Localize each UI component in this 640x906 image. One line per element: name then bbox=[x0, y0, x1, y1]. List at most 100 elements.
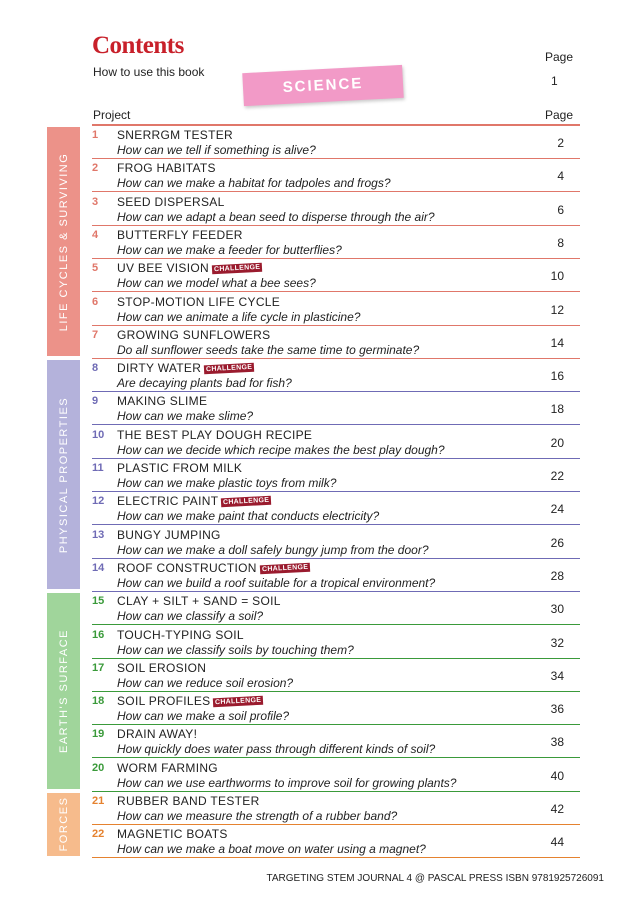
section-label: FORCES bbox=[57, 796, 70, 852]
entry-page: 26 bbox=[550, 535, 564, 550]
entry-title: FROG HABITATS bbox=[117, 161, 216, 175]
entry-page: 42 bbox=[550, 802, 564, 816]
entry-question: Are decaying plants bad for fish? bbox=[117, 376, 292, 391]
entry-row: 15 CLAY + SILT + SAND = SOIL How can we cl… bbox=[92, 592, 580, 626]
entry-page: 28 bbox=[550, 568, 564, 583]
project-header: Project bbox=[93, 108, 131, 122]
entry-page: 40 bbox=[550, 768, 564, 783]
entry-title-text: BUTTERFLY FEEDER bbox=[117, 227, 243, 242]
entry-page: 4 bbox=[557, 169, 564, 184]
section-bar: EARTH'S SURFACE bbox=[47, 593, 80, 789]
entry-question: How can we model what a bee sees? bbox=[117, 276, 316, 291]
entry-title-text: STOP-MOTION LIFE CYCLE bbox=[117, 294, 281, 309]
entry-question: How can we animate a life cycle in plast… bbox=[117, 309, 361, 324]
entry-number: 10 bbox=[92, 428, 105, 441]
entry-page: 6 bbox=[557, 202, 564, 217]
entry-title: PLASTIC FROM MILK bbox=[117, 461, 242, 475]
entry-row: 16 TOUCH-TYPING SOIL How can we classify s… bbox=[92, 626, 580, 659]
entry-page: 38 bbox=[550, 735, 564, 750]
entry-page: 18 bbox=[550, 402, 564, 417]
challenge-badge: CHALLENGE bbox=[221, 495, 272, 508]
entry-number: 11 bbox=[92, 462, 104, 474]
entry-page: 36 bbox=[550, 702, 564, 717]
section-bar: FORCES bbox=[47, 793, 80, 856]
challenge-badge: CHALLENGE bbox=[259, 562, 311, 575]
entry-row: 18 SOIL PROFILES CHALLENGE How can we make … bbox=[92, 692, 580, 726]
entry-row: 12 ELECTRIC PAINT CHALLENGE How can we make… bbox=[92, 492, 580, 526]
entry-title-text: MAGNETIC BOATS bbox=[117, 827, 228, 842]
section-label: LIFE CYCLES & SURVIVING bbox=[57, 152, 70, 331]
entry-question: How can we make slime? bbox=[117, 409, 254, 424]
entry-question: How quickly does water pass through diff… bbox=[117, 742, 436, 757]
entry-number: 9 bbox=[92, 395, 99, 408]
page-header: Page bbox=[545, 108, 574, 122]
entry-title-text: WORM FARMING bbox=[117, 760, 218, 775]
entry-row: 5 UV BEE VISION CHALLENGE How can we model … bbox=[92, 259, 580, 293]
entry-row: 6 STOP-MOTION LIFE CYCLE How can we animat… bbox=[92, 293, 580, 326]
entry-title-text: DIRTY WATER bbox=[117, 361, 202, 376]
top-rule bbox=[92, 124, 580, 126]
entry-question: How can we decide which recipe makes the… bbox=[117, 442, 445, 457]
entry-title: THE BEST PLAY DOUGH RECIPE bbox=[117, 428, 312, 442]
entry-row: 1 SNERRGM TESTER How can we tell if someth… bbox=[92, 126, 580, 159]
entry-page: 8 bbox=[557, 235, 564, 250]
entry-row: 8 DIRTY WATER CHALLENGE Are decaying plants… bbox=[92, 359, 580, 393]
entry-number: 17 bbox=[92, 661, 105, 674]
entry-title-text: TOUCH-TYPING SOIL bbox=[117, 627, 244, 642]
footer: TARGETING STEM JOURNAL 4 @ PASCAL PRESS … bbox=[266, 873, 604, 884]
entry-page: 44 bbox=[550, 835, 564, 850]
entry-title-text: RUBBER BAND TESTER bbox=[117, 794, 260, 808]
entry-title: RUBBER BAND TESTER bbox=[117, 794, 260, 808]
entry-row: 13 BUNGY JUMPING How can we make a doll sa… bbox=[92, 526, 580, 559]
entry-title: DIRTY WATER CHALLENGE bbox=[117, 361, 255, 376]
entry-title-text: SOIL PROFILES bbox=[117, 694, 211, 709]
entry-page: 20 bbox=[550, 435, 564, 450]
intro-page: 1 bbox=[551, 74, 558, 88]
entry-page: 34 bbox=[550, 668, 564, 683]
entry-number: 6 bbox=[92, 295, 99, 308]
entry-title-text: THE BEST PLAY DOUGH RECIPE bbox=[117, 427, 313, 442]
entry-number: 3 bbox=[92, 195, 99, 208]
entry-title: MAGNETIC BOATS bbox=[117, 827, 228, 841]
entry-title-text: CLAY + SILT + SAND = SOIL bbox=[117, 594, 281, 609]
entry-question: How can we make a soil profile? bbox=[117, 709, 290, 724]
entry-row: 17 SOIL EROSION How can we reduce soil ero… bbox=[92, 659, 580, 692]
entry-number: 8 bbox=[92, 362, 99, 375]
entry-row: 19 DRAIN AWAY! How quickly does water pass… bbox=[92, 725, 580, 759]
section-label: PHYSICAL PROPERTIES bbox=[57, 396, 70, 553]
entry-question: How can we make a boat move on water usi… bbox=[117, 842, 426, 857]
entry-title: UV BEE VISION CHALLENGE bbox=[117, 261, 263, 276]
entry-title-text: UV BEE VISION bbox=[117, 261, 209, 276]
entry-title: TOUCH-TYPING SOIL bbox=[117, 628, 244, 642]
entry-title-text: SNERRGM TESTER bbox=[117, 128, 233, 142]
entry-question: How can we reduce soil erosion? bbox=[117, 675, 294, 690]
entry-row: 7 GROWING SUNFLOWERS Do all sunflower seed… bbox=[92, 326, 580, 359]
entry-title-text: ROOF CONSTRUCTION bbox=[117, 560, 257, 575]
entry-row: 2 FROG HABITATS How can we make a habitat … bbox=[92, 159, 580, 193]
entry-title: WORM FARMING bbox=[117, 761, 218, 775]
entry-row: 11 PLASTIC FROM MILK How can we make plast… bbox=[92, 459, 580, 492]
entry-title: BUTTERFLY FEEDER bbox=[117, 228, 243, 242]
entry-number: 20 bbox=[92, 761, 105, 774]
entry-title: ROOF CONSTRUCTION CHALLENGE bbox=[117, 560, 311, 575]
entry-number: 15 bbox=[92, 595, 105, 608]
entry-row: 22 MAGNETIC BOATS How can we make a boat m… bbox=[92, 825, 580, 859]
entry-title: ELECTRIC PAINT CHALLENGE bbox=[117, 494, 272, 508]
challenge-badge: CHALLENGE bbox=[204, 362, 255, 375]
entry-number: 1 bbox=[92, 129, 99, 141]
entry-row: 20 WORM FARMING How can we use earthworms … bbox=[92, 759, 580, 792]
entry-question: How can we measure the strength of a rub… bbox=[117, 809, 398, 823]
entry-page: 10 bbox=[550, 269, 564, 284]
entry-number: 7 bbox=[92, 328, 99, 341]
entry-title-text: DRAIN AWAY! bbox=[117, 727, 198, 742]
entry-number: 19 bbox=[92, 728, 105, 741]
entry-question: How can we use earthworms to improve soi… bbox=[117, 775, 457, 790]
entry-number: 21 bbox=[92, 795, 105, 807]
entry-title: SOIL EROSION bbox=[117, 661, 206, 675]
entry-number: 5 bbox=[92, 262, 99, 275]
entry-row: 10 THE BEST PLAY DOUGH RECIPE How can we d… bbox=[92, 426, 580, 459]
entry-question: How can we tell if something is alive? bbox=[117, 143, 316, 157]
entry-title: DRAIN AWAY! bbox=[117, 727, 197, 741]
entry-title-text: SOIL EROSION bbox=[117, 660, 207, 675]
